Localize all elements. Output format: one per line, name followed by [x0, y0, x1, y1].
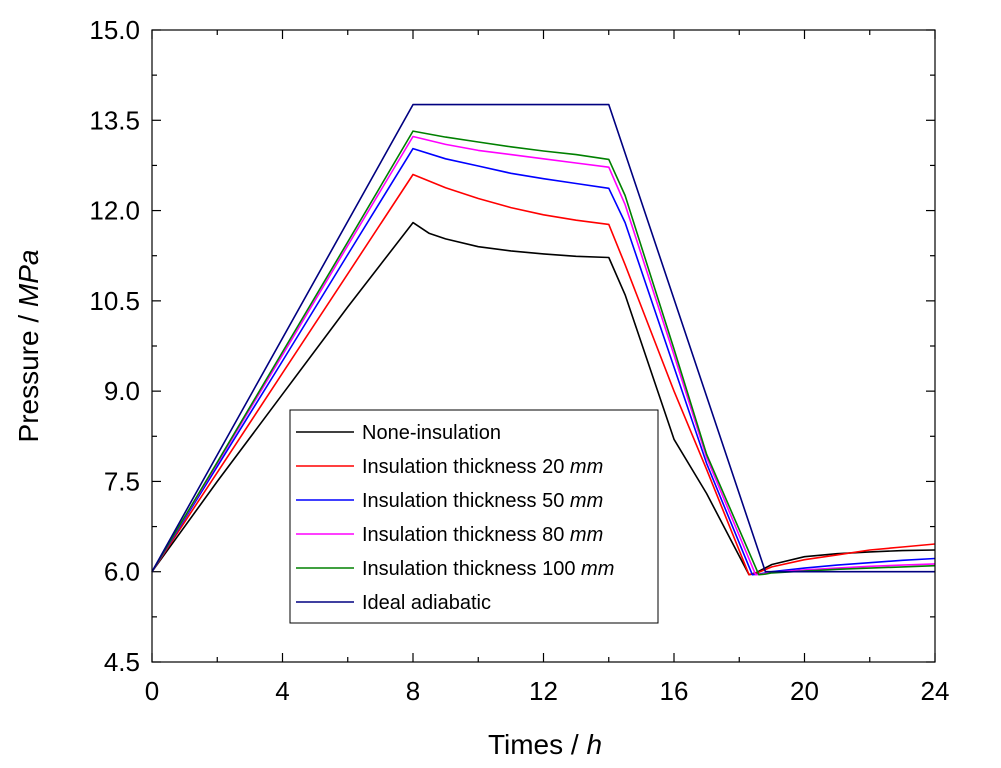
y-tick-label: 12.0 [89, 196, 140, 226]
y-tick-label: 15.0 [89, 15, 140, 45]
y-tick-label: 4.5 [104, 647, 140, 677]
series-line-6 [151, 103, 935, 573]
x-tick-labels: 0 4 8 12 16 20 24 [145, 676, 950, 706]
x-tick-label: 0 [145, 676, 159, 706]
legend-label: Insulation thickness 100 mm [362, 558, 614, 580]
y-tick-label: 13.5 [89, 105, 140, 135]
series-line-3 [151, 147, 936, 576]
x-tick-label: 12 [529, 676, 558, 706]
x-tick-label: 4 [275, 676, 289, 706]
legend-label: Insulation thickness 80 mm [362, 524, 603, 546]
legend-box [289, 409, 659, 624]
y-tick-label: 10.5 [89, 286, 140, 316]
legend-label: Insulation thickness 50 mm [362, 490, 603, 512]
y-tick-label: 7.5 [104, 466, 140, 496]
legend-label: None-insulation [362, 422, 501, 444]
series-line-1 [151, 221, 936, 576]
legend-label: Ideal adiabatic [362, 592, 491, 614]
x-axis-title: Times / h [488, 729, 602, 760]
y-tick-label: 6.0 [104, 557, 140, 587]
plot-frame [151, 29, 936, 663]
series-line-4 [151, 135, 936, 576]
y-tick-labels: 4.5 6.0 7.5 9.0 10.5 12.0 13.5 15.0 [89, 15, 140, 677]
x-tick-label: 8 [406, 676, 420, 706]
y-axis-title: Pressure / MPa [13, 250, 44, 443]
series-line-5 [151, 130, 936, 576]
legend-label: Insulation thickness 20 mm [362, 456, 603, 478]
x-tick-label: 20 [790, 676, 819, 706]
series-line-2 [151, 173, 936, 576]
x-tick-label: 16 [660, 676, 689, 706]
x-tick-label: 24 [921, 676, 950, 706]
y-tick-label: 9.0 [104, 376, 140, 406]
series-lines [151, 103, 936, 576]
legend: None-insulation Insulation thickness 20 m… [289, 409, 659, 624]
